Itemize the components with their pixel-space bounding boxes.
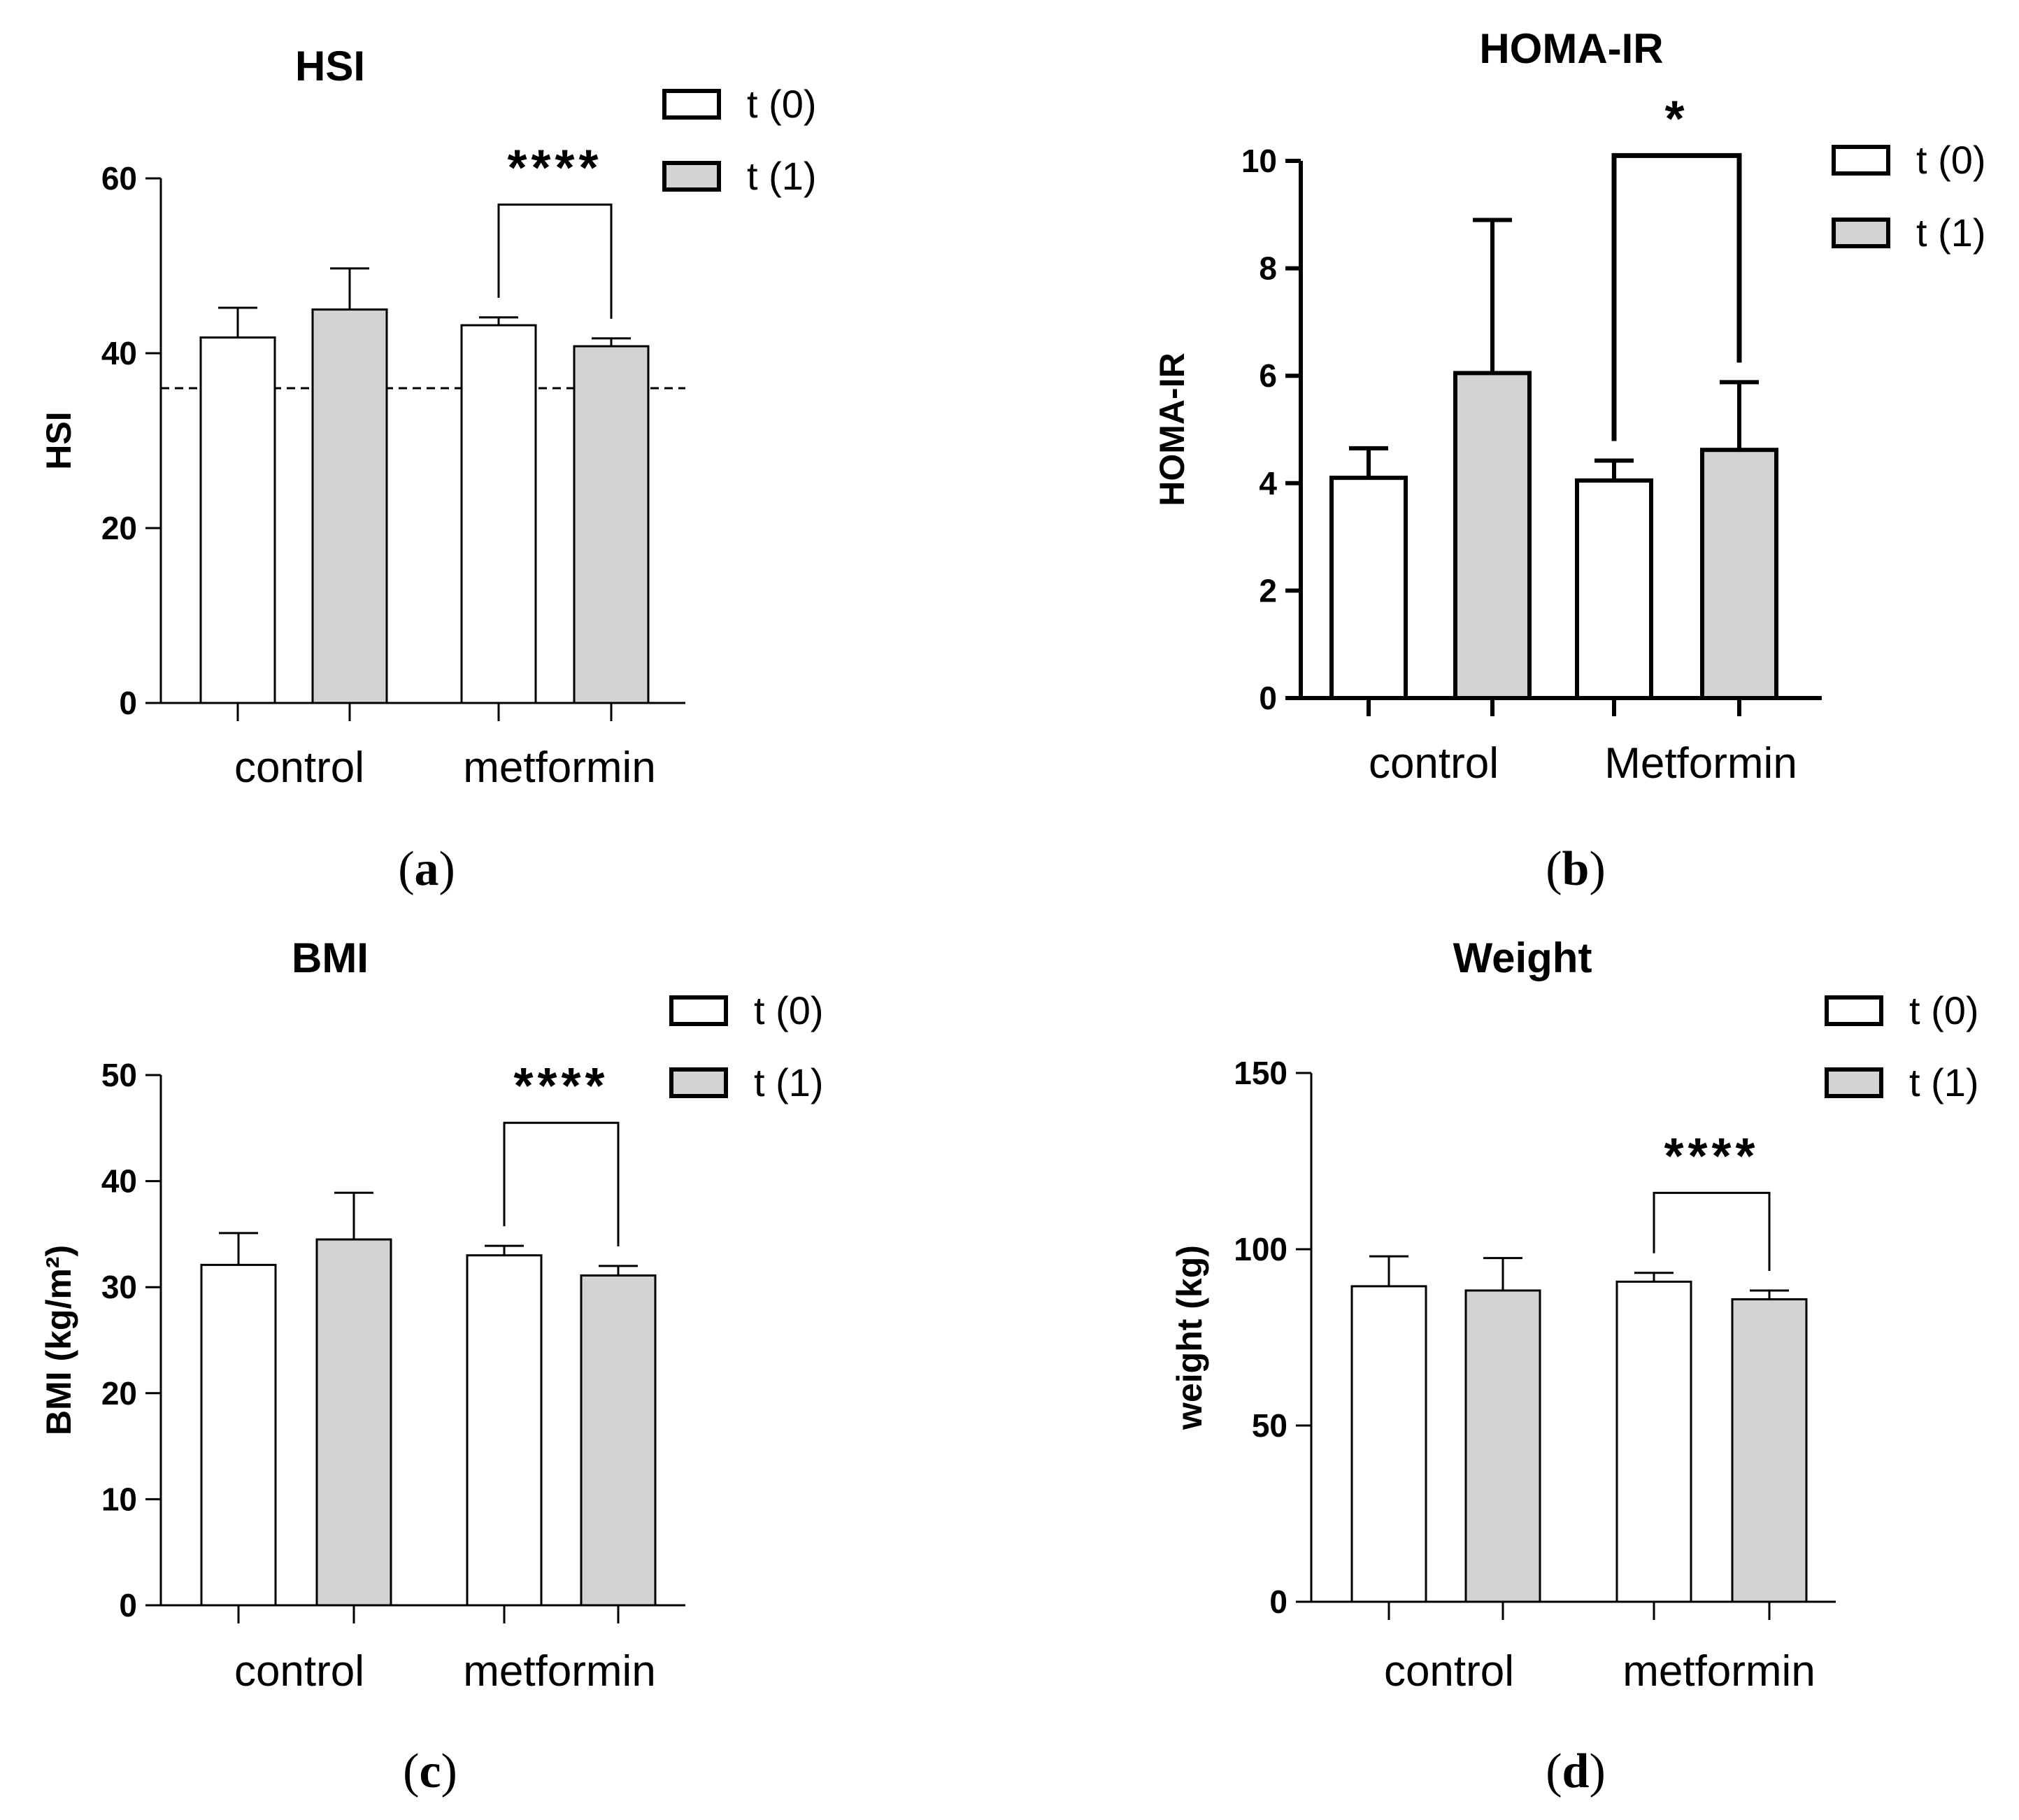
category-label: metformin <box>463 1647 656 1695</box>
y-tick-label: 0 <box>119 685 137 721</box>
bar-metformin-t1 <box>1700 448 1778 701</box>
panel-label-open: ( <box>398 842 414 896</box>
y-tick-label: 60 <box>101 160 137 197</box>
chart-panel-a: HSI HSI 0 20 40 60 control metformin **** t (0) t … <box>39 43 816 896</box>
y-axis-label: BMI (kg/m²) <box>39 1245 78 1435</box>
panel-label-letter: b <box>1562 842 1590 896</box>
legend-label: t (1) <box>747 154 817 198</box>
chart-panel-d: Weight weight (kg) 0 50 100 150 control metform… <box>1170 934 1978 1798</box>
category-label: Metformin <box>1604 739 1797 788</box>
y-tick-label: 0 <box>1259 680 1277 716</box>
legend-swatch <box>1832 218 1890 248</box>
significance-bracket <box>1653 1191 1771 1271</box>
panel-label-close: ) <box>1589 842 1605 896</box>
category-label: control <box>234 1647 364 1695</box>
panel-label-close: ) <box>439 842 455 896</box>
bar-control-t0 <box>199 336 276 704</box>
y-tick-label: 2 <box>1259 572 1277 609</box>
panel-label-open: ( <box>1546 1744 1562 1798</box>
bar-metformin-t0 <box>1615 1280 1692 1603</box>
y-tick-label: 40 <box>101 1163 137 1200</box>
chart-title: HSI <box>295 43 365 90</box>
panel-label-letter: c <box>419 1744 441 1798</box>
panel-label-letter: d <box>1562 1744 1590 1798</box>
panel-label: (a) <box>398 842 455 896</box>
bar-metformin-t0 <box>466 1254 543 1607</box>
legend-label: t (1) <box>1916 211 1986 255</box>
bar-control-t1 <box>1464 1289 1541 1603</box>
y-tick-label: 8 <box>1259 250 1277 287</box>
category-label: control <box>1384 1647 1514 1695</box>
bar-metformin-t0 <box>460 324 537 704</box>
y-tick-label: 50 <box>1252 1407 1287 1444</box>
panel-label: (b) <box>1546 842 1606 896</box>
bar-control-t0 <box>1329 476 1408 700</box>
panel-label: (d) <box>1546 1744 1606 1798</box>
panel-label-open: ( <box>403 1744 419 1798</box>
panel-label-close: ) <box>1589 1744 1605 1798</box>
y-tick-label: 0 <box>119 1587 137 1623</box>
significance-label: **** <box>507 141 602 197</box>
legend-swatch <box>1825 1067 1883 1098</box>
legend-swatch <box>1825 995 1883 1026</box>
y-tick-label: 20 <box>101 510 137 546</box>
legend-label: t (0) <box>747 82 817 126</box>
panel-label: (c) <box>403 1744 457 1798</box>
bar-control-t1 <box>315 1238 392 1607</box>
category-label: metformin <box>1622 1647 1815 1695</box>
legend-swatch <box>662 161 721 192</box>
y-tick-label: 50 <box>101 1057 137 1093</box>
y-tick-label: 0 <box>1269 1584 1287 1620</box>
panel-label-open: ( <box>1546 842 1562 896</box>
y-tick-label: 20 <box>101 1375 137 1412</box>
legend-swatch <box>669 1067 728 1098</box>
bar-control-t1 <box>1453 371 1532 700</box>
significance-bracket <box>497 204 613 319</box>
significance-bracket <box>503 1121 620 1246</box>
chart-title: BMI <box>292 934 369 981</box>
bar-metformin-t1 <box>573 345 650 704</box>
y-tick-label: 10 <box>101 1481 137 1517</box>
legend-label: t (0) <box>1909 988 1979 1032</box>
y-axis-label: HSI <box>39 411 78 469</box>
y-tick-label: 150 <box>1234 1055 1287 1091</box>
legend-swatch <box>1832 145 1890 176</box>
legend-label: t (0) <box>754 988 824 1032</box>
bar-metformin-t1 <box>580 1274 657 1607</box>
y-axis-label: weight (kg) <box>1170 1245 1209 1430</box>
y-tick-label: 30 <box>101 1269 137 1305</box>
legend-swatch <box>662 89 721 120</box>
significance-label: **** <box>513 1058 608 1114</box>
legend-label: t (1) <box>1909 1060 1979 1104</box>
category-label: metformin <box>463 744 656 792</box>
significance-bracket <box>1611 152 1742 441</box>
y-tick-label: 100 <box>1234 1231 1287 1267</box>
y-tick-label: 10 <box>1241 143 1277 179</box>
panel-label-close: ) <box>441 1744 457 1798</box>
chart-panel-c: BMI BMI (kg/m²) 0 10 20 30 40 50 control metformi… <box>39 934 823 1798</box>
y-axis-label: HOMA-IR <box>1153 353 1192 506</box>
legend-label: t (1) <box>754 1060 824 1104</box>
y-tick-label: 40 <box>101 335 137 371</box>
y-tick-label: 4 <box>1259 465 1277 502</box>
legend-swatch <box>669 995 728 1026</box>
category-label: control <box>234 744 364 792</box>
bar-metformin-t0 <box>1575 478 1653 701</box>
y-tick-label: 6 <box>1259 357 1277 394</box>
significance-label: **** <box>1664 1128 1759 1184</box>
significance-label: * <box>1664 91 1688 147</box>
chart-panel-b: HOMA-IR HOMA-IR 0 2 4 6 8 10 control Metformin * t … <box>1153 25 1985 896</box>
chart-title: Weight <box>1453 934 1592 981</box>
bar-control-t0 <box>200 1263 277 1607</box>
chart-title: HOMA-IR <box>1479 25 1663 72</box>
bar-control-t1 <box>311 308 388 704</box>
panel-label-letter: a <box>415 842 439 896</box>
category-label: control <box>1369 739 1499 788</box>
legend-label: t (0) <box>1916 138 1986 182</box>
bar-control-t0 <box>1350 1285 1427 1603</box>
bar-metformin-t1 <box>1731 1298 1808 1603</box>
